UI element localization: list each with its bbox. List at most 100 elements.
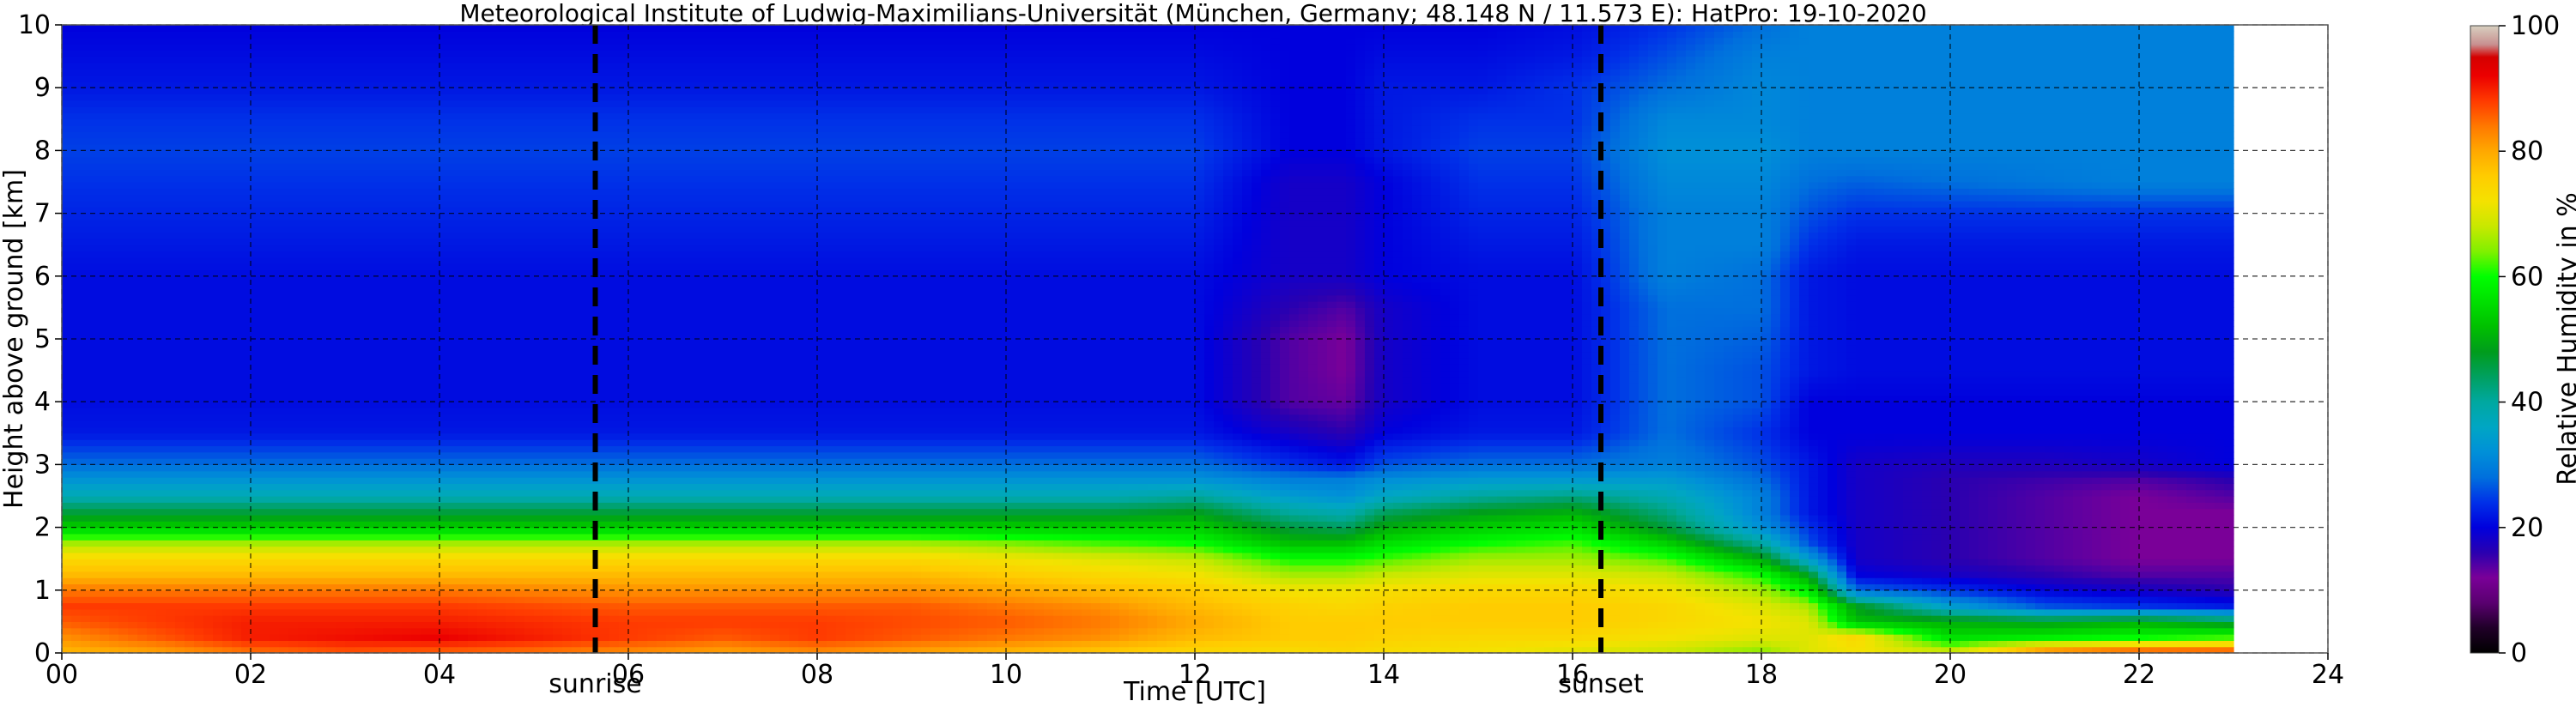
heatmap-cell (128, 245, 138, 251)
heatmap-cell (288, 565, 299, 572)
heatmap-cell (62, 553, 72, 559)
heatmap-cell (307, 245, 318, 251)
heatmap-cell (166, 464, 176, 471)
heatmap-cell (421, 182, 431, 189)
heatmap-cell (392, 69, 403, 76)
heatmap-cell (345, 233, 355, 239)
heatmap-cell (156, 201, 167, 208)
heatmap-cell (402, 502, 412, 509)
heatmap-cell (100, 502, 110, 509)
heatmap-cell (336, 640, 346, 647)
heatmap-cell (203, 565, 214, 572)
heatmap-cell (288, 50, 299, 57)
heatmap-cell (317, 534, 327, 541)
heatmap-cell (128, 615, 138, 622)
heatmap-cell (279, 119, 289, 126)
heatmap-cell (355, 157, 365, 164)
heatmap-cell (402, 220, 412, 227)
heatmap-cell (411, 371, 421, 378)
heatmap-cell (156, 239, 167, 245)
heatmap-cell (298, 358, 308, 365)
heatmap-cell (326, 477, 336, 484)
heatmap-cell (411, 131, 421, 138)
heatmap-cell (298, 94, 308, 101)
heatmap-cell (279, 214, 289, 221)
heatmap-cell (364, 509, 374, 516)
heatmap-cell (90, 150, 100, 157)
heatmap-cell (279, 131, 289, 138)
heatmap-cell (128, 383, 138, 390)
heatmap-cell (137, 358, 148, 365)
heatmap-cell (118, 402, 129, 408)
heatmap-cell (402, 339, 412, 346)
heatmap-cell (241, 106, 252, 113)
heatmap-cell (175, 63, 185, 69)
heatmap-cell (270, 257, 280, 264)
heatmap-cell (100, 320, 110, 327)
heatmap-cell (392, 63, 403, 69)
heatmap-cell (175, 540, 185, 547)
heatmap-cell (213, 314, 223, 321)
heatmap-cell (100, 94, 110, 101)
heatmap-cell (222, 452, 233, 459)
heatmap-cell (336, 169, 346, 176)
heatmap-cell (373, 314, 384, 321)
heatmap-cell (326, 25, 336, 32)
heatmap-cell (288, 483, 299, 490)
heatmap-cell (317, 377, 327, 384)
heatmap-cell (147, 195, 157, 202)
heatmap-cell (213, 38, 223, 45)
heatmap-cell (241, 25, 252, 32)
heatmap-cell (71, 464, 82, 471)
heatmap-cell (421, 358, 431, 365)
heatmap-cell (326, 76, 336, 82)
heatmap-cell (71, 163, 82, 170)
heatmap-cell (222, 402, 233, 408)
heatmap-cell (241, 314, 252, 321)
heatmap-cell (402, 547, 412, 553)
heatmap-cell (260, 150, 270, 157)
heatmap-cell (147, 364, 157, 371)
heatmap-cell (270, 464, 280, 471)
heatmap-cell (392, 131, 403, 138)
heatmap-cell (355, 364, 365, 371)
heatmap-cell (345, 640, 355, 647)
heatmap-cell (251, 31, 261, 38)
heatmap-cell (137, 502, 148, 509)
heatmap-cell (241, 282, 252, 289)
heatmap-cell (373, 288, 384, 295)
heatmap-cell (71, 176, 82, 183)
heatmap-cell (194, 371, 204, 378)
heatmap-cell (270, 63, 280, 69)
heatmap-cell (373, 31, 384, 38)
heatmap-cell (222, 477, 233, 484)
heatmap-cell (147, 76, 157, 82)
heatmap-cell (241, 452, 252, 459)
heatmap-cell (194, 477, 204, 484)
heatmap-cell (411, 628, 421, 635)
heatmap-cell (222, 295, 233, 302)
heatmap-cell (156, 358, 167, 365)
heatmap-cell (156, 169, 167, 176)
heatmap-cell (260, 157, 270, 164)
heatmap-cell (317, 439, 327, 446)
heatmap-cell (288, 420, 299, 427)
heatmap-cell (175, 138, 185, 145)
heatmap-cell (156, 226, 167, 233)
heatmap-cell (185, 426, 195, 433)
heatmap-cell (355, 339, 365, 346)
heatmap-cell (317, 383, 327, 390)
heatmap-cell (298, 63, 308, 69)
heatmap-cell (137, 106, 148, 113)
heatmap-cell (383, 364, 393, 371)
heatmap-cell (71, 326, 82, 333)
heatmap-cell (109, 464, 119, 471)
heatmap-cell (109, 547, 119, 553)
heatmap-cell (251, 634, 261, 641)
heatmap-cell (128, 112, 138, 119)
heatmap-cell (62, 377, 72, 384)
heatmap-cell (345, 553, 355, 559)
heatmap-cell (288, 345, 299, 352)
heatmap-cell (355, 282, 365, 289)
heatmap-cell (345, 63, 355, 69)
